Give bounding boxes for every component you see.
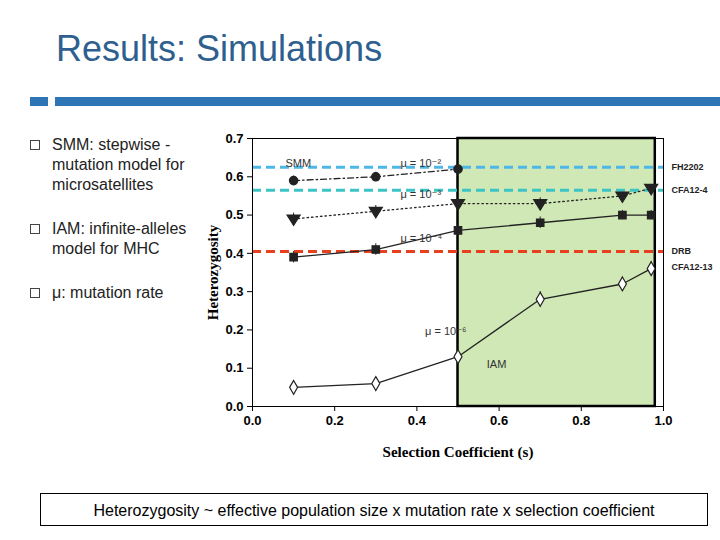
svg-text:SMM: SMM (285, 157, 311, 169)
svg-text:0.7: 0.7 (225, 131, 243, 146)
svg-text:0.4: 0.4 (408, 413, 427, 428)
svg-text:Selection Coefficient (s): Selection Coefficient (s) (383, 444, 534, 461)
svg-text:1.0: 1.0 (654, 413, 672, 428)
svg-text:Heterozygosity: Heterozygosity (205, 224, 221, 320)
svg-text:0.2: 0.2 (326, 413, 344, 428)
svg-text:IAM: IAM (487, 358, 507, 370)
svg-text:DRB: DRB (672, 246, 692, 256)
svg-text:0.6: 0.6 (490, 413, 508, 428)
svg-text:μ = 10⁻²: μ = 10⁻² (400, 157, 441, 169)
svg-text:0.1: 0.1 (225, 360, 243, 375)
svg-text:μ = 10⁻⁶: μ = 10⁻⁶ (425, 325, 466, 337)
svg-text:0.6: 0.6 (225, 169, 243, 184)
svg-text:CFA12-4: CFA12-4 (672, 185, 708, 195)
svg-text:0.5: 0.5 (225, 207, 243, 222)
svg-text:0.0: 0.0 (243, 413, 261, 428)
svg-text:0.3: 0.3 (225, 284, 243, 299)
html-text:IAM: infinite-alleles model fo: IAM: infinite-alleles model for MHC (52, 220, 187, 257)
html-text:μ: mutation rate: μ: mutation rate (52, 284, 164, 301)
svg-text:μ = 10⁻³: μ = 10⁻³ (400, 188, 441, 200)
html-text:SMM: stepwise -mutation model: SMM: stepwise -mutation model for micros… (52, 136, 185, 193)
svg-text:0.4: 0.4 (225, 246, 244, 261)
svg-text:0.0: 0.0 (225, 399, 243, 414)
svg-text:CFA12-13: CFA12-13 (672, 262, 713, 272)
svg-text:0.8: 0.8 (572, 413, 590, 428)
svg-text:0.2: 0.2 (225, 322, 243, 337)
svg-text:μ = 10⁻⁴: μ = 10⁻⁴ (400, 232, 442, 244)
svg-text:FH2202: FH2202 (672, 162, 704, 172)
html-text:Results: Simulations: Results: Simulations (56, 28, 383, 69)
html-text:Heterozygosity ~ effective pop: Heterozygosity ~ effective population si… (93, 502, 655, 519)
